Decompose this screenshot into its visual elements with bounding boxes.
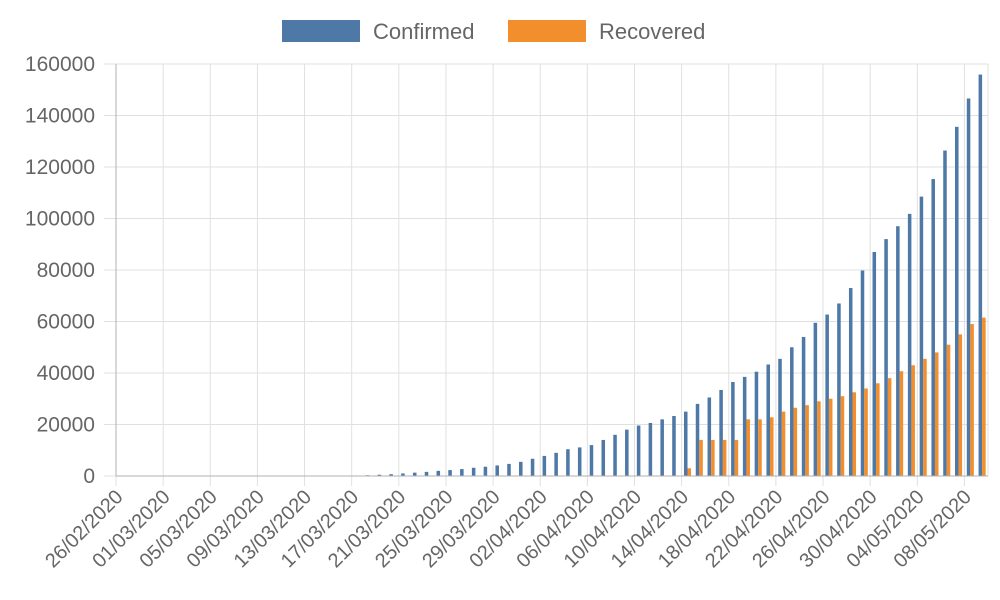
bar-confirmed bbox=[978, 74, 983, 477]
legend-swatch-confirmed bbox=[282, 20, 360, 42]
bar-confirmed bbox=[377, 474, 382, 476]
y-tick-label: 80000 bbox=[37, 259, 95, 282]
legend: Confirmed Recovered bbox=[282, 19, 705, 44]
bar-confirmed bbox=[907, 213, 912, 477]
bar-recovered bbox=[722, 439, 727, 476]
bar-recovered bbox=[958, 334, 963, 476]
bar-confirmed bbox=[778, 358, 782, 476]
bar-confirmed bbox=[966, 98, 971, 476]
bar-confirmed bbox=[448, 470, 452, 476]
bar-confirmed bbox=[884, 239, 888, 476]
y-tick-label: 100000 bbox=[25, 208, 95, 231]
bar-confirmed bbox=[507, 463, 511, 476]
bar-confirmed bbox=[919, 196, 924, 477]
y-tick-label: 60000 bbox=[37, 311, 95, 334]
bar-recovered bbox=[887, 378, 892, 476]
legend-label-confirmed: Confirmed bbox=[373, 19, 474, 44]
bar-confirmed bbox=[495, 465, 499, 476]
bar-recovered bbox=[899, 371, 904, 476]
bar-recovered bbox=[970, 324, 974, 476]
bar-recovered bbox=[840, 396, 845, 476]
bar-confirmed bbox=[766, 364, 770, 476]
bar-confirmed bbox=[719, 389, 723, 476]
bar-confirmed bbox=[695, 403, 700, 476]
bar-confirmed bbox=[519, 461, 523, 476]
bar-recovered bbox=[793, 407, 798, 476]
bar-confirmed bbox=[483, 466, 488, 476]
bar-confirmed bbox=[613, 434, 617, 476]
bar-confirmed bbox=[848, 288, 853, 476]
bar-recovered bbox=[911, 365, 915, 476]
y-tick-label: 160000 bbox=[25, 53, 95, 76]
bar-confirmed bbox=[837, 303, 841, 476]
bar-recovered bbox=[864, 388, 868, 476]
bar-recovered bbox=[746, 419, 750, 476]
bar-confirmed bbox=[625, 429, 629, 476]
bar-recovered bbox=[828, 398, 833, 476]
bar-recovered bbox=[734, 439, 739, 476]
bar-confirmed bbox=[896, 226, 900, 476]
y-tick-label: 0 bbox=[83, 465, 95, 488]
bar-confirmed bbox=[401, 473, 405, 476]
bar-recovered bbox=[687, 468, 692, 476]
axes: 0 20000 40000 60000 80000 100000 120000 140000 1… bbox=[25, 53, 988, 572]
bar-confirmed bbox=[589, 445, 594, 476]
bar-recovered bbox=[923, 358, 927, 476]
bar-confirmed bbox=[672, 416, 676, 476]
bar-confirmed bbox=[471, 467, 476, 476]
bar-confirmed bbox=[648, 422, 653, 476]
bar-recovered bbox=[876, 383, 880, 476]
bar-recovered bbox=[781, 411, 786, 476]
bar-confirmed bbox=[931, 179, 935, 477]
legend-swatch-recovered bbox=[508, 20, 586, 42]
bar-recovered bbox=[770, 417, 774, 476]
bar-confirmed bbox=[707, 397, 712, 476]
bar-confirmed bbox=[554, 452, 558, 476]
bar-confirmed bbox=[872, 251, 877, 476]
bar-confirmed bbox=[389, 474, 393, 476]
bar-confirmed bbox=[566, 449, 570, 476]
bar-confirmed bbox=[790, 347, 794, 476]
bar-confirmed bbox=[424, 471, 429, 476]
bar-confirmed bbox=[683, 411, 688, 476]
bar-confirmed bbox=[731, 382, 735, 476]
bar-recovered bbox=[934, 352, 939, 476]
bar-confirmed bbox=[542, 455, 547, 476]
bar-recovered bbox=[711, 439, 715, 476]
y-tick-label: 140000 bbox=[25, 105, 95, 128]
bar-confirmed bbox=[801, 336, 806, 476]
bar-recovered bbox=[982, 317, 986, 476]
bar-confirmed bbox=[636, 425, 641, 476]
y-tick-label: 40000 bbox=[37, 362, 95, 385]
bar-confirmed bbox=[825, 314, 829, 476]
bars bbox=[342, 74, 986, 477]
grid bbox=[104, 63, 989, 486]
bar-confirmed bbox=[742, 376, 747, 476]
legend-label-recovered: Recovered bbox=[599, 19, 705, 44]
bar-confirmed bbox=[813, 322, 818, 476]
bar-recovered bbox=[805, 405, 809, 476]
bar-recovered bbox=[699, 439, 703, 476]
y-tick-label: 20000 bbox=[37, 414, 95, 437]
bar-recovered bbox=[946, 344, 951, 476]
bar-recovered bbox=[817, 401, 821, 476]
bar-confirmed bbox=[412, 472, 417, 476]
bar-confirmed bbox=[436, 470, 441, 476]
bar-confirmed bbox=[943, 150, 947, 476]
bar-confirmed bbox=[754, 371, 759, 476]
bar-confirmed bbox=[860, 270, 865, 476]
bar-confirmed bbox=[955, 126, 959, 476]
bar-confirmed bbox=[530, 458, 535, 476]
bar-confirmed bbox=[660, 419, 664, 476]
bar-recovered bbox=[758, 419, 762, 476]
bar-recovered bbox=[852, 392, 857, 476]
bar-confirmed bbox=[577, 447, 582, 476]
bar-confirmed bbox=[460, 469, 464, 476]
bar-confirmed bbox=[601, 439, 606, 476]
y-tick-label: 120000 bbox=[25, 156, 95, 179]
